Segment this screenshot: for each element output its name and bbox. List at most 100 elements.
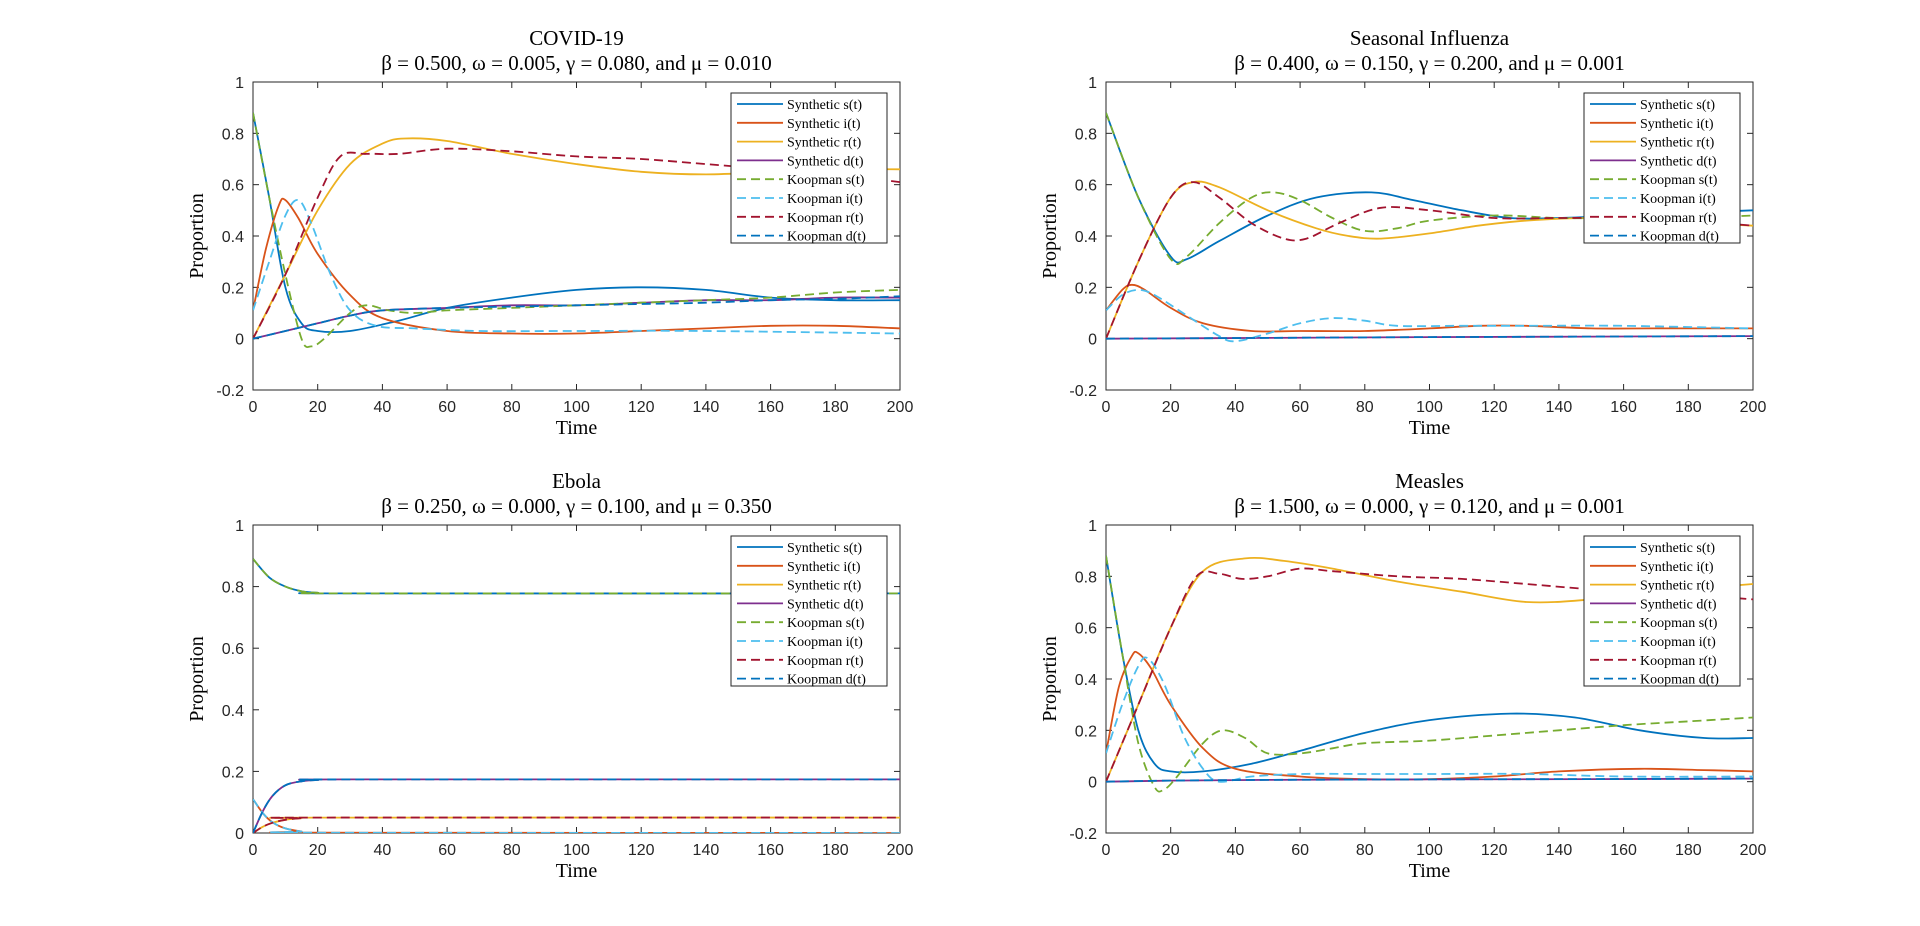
series-line-koopman-d-t [1106,777,1753,783]
series-line-koopman-i-t [253,798,900,833]
legend-label: Synthetic d(t) [787,597,864,612]
x-tick-label: 160 [1610,842,1637,859]
legend-label: Synthetic r(t) [787,136,862,151]
x-tick-label: 80 [1356,399,1374,416]
legend-label: Koopman i(t) [787,635,863,650]
x-tick-label: 140 [693,842,720,859]
x-axis-label: Time [1409,860,1451,882]
legend-box [1583,92,1741,244]
y-tick-label: 0.2 [1075,280,1097,297]
x-tick-label: 160 [1610,399,1637,416]
x-tick-label: 20 [309,399,327,416]
x-tick-label: 100 [563,842,590,859]
legend-label: Koopman s(t) [1640,616,1718,631]
chart-subtitle: β = 0.500, ω = 0.005, γ = 0.080, and μ =… [381,51,772,75]
x-tick-label: 80 [503,842,521,859]
legend-label: Synthetic s(t) [1640,541,1715,556]
x-tick-label: 120 [1481,842,1508,859]
x-tick-label: 120 [1481,399,1508,416]
series-line-synthetic-i-t [1106,283,1753,333]
legend-label: Synthetic i(t) [1640,117,1714,132]
legend-label: Koopman i(t) [1640,635,1716,650]
y-tick-label: 1 [235,518,244,535]
y-tick-label: 1 [1088,75,1097,92]
y-tick-label: 0.8 [1075,126,1097,143]
legend-label: Koopman s(t) [787,616,865,631]
x-tick-label: 200 [1740,399,1767,416]
x-tick-label: 200 [887,399,914,416]
y-axis-label: Proportion [186,636,208,722]
y-tick-label: 0.4 [222,229,244,246]
y-tick-label: -0.2 [216,383,244,400]
y-tick-label: -0.2 [1069,383,1097,400]
legend-label: Synthetic s(t) [1640,98,1715,113]
y-tick-label: 0.6 [1075,621,1097,638]
legend-box [730,535,888,687]
x-tick-label: 40 [1227,842,1245,859]
chart-title: COVID-19 [529,26,624,50]
y-tick-label: 0.6 [222,641,244,658]
y-tick-label: 0.2 [1075,723,1097,740]
legend-label: Koopman d(t) [1640,673,1719,688]
legend-label: Synthetic i(t) [787,117,861,132]
legend-label: Synthetic s(t) [787,541,862,556]
y-tick-label: 1 [1088,518,1097,535]
y-tick-label: 0.6 [1075,178,1097,195]
legend-label: Synthetic r(t) [1640,136,1715,151]
x-tick-label: 60 [1291,842,1309,859]
legend-label: Koopman d(t) [787,230,866,245]
legend-label: Koopman r(t) [787,654,864,669]
x-tick-label: 40 [1227,399,1245,416]
x-tick-label: 80 [1356,842,1374,859]
x-tick-label: 200 [887,842,914,859]
legend-label: Koopman s(t) [787,173,865,188]
x-tick-label: 120 [628,399,655,416]
y-tick-label: 1 [235,75,244,92]
x-tick-label: 180 [822,399,849,416]
x-axis-label: Time [1409,417,1451,439]
legend-label: Koopman r(t) [787,211,864,226]
x-tick-label: 0 [249,399,258,416]
y-axis-label: Proportion [186,193,208,279]
x-tick-label: 100 [1416,399,1443,416]
y-tick-label: 0.4 [222,703,244,720]
legend-label: Koopman r(t) [1640,654,1717,669]
x-tick-label: 180 [822,842,849,859]
legend-label: Synthetic r(t) [787,579,862,594]
x-tick-label: 160 [757,842,784,859]
x-tick-label: 40 [374,399,392,416]
series-line-koopman-d-t [253,295,900,340]
x-tick-label: 200 [1740,842,1767,859]
legend: Synthetic s(t) Synthetic i(t) Synthetic r(… [1583,535,1741,688]
legend-label: Koopman i(t) [1640,192,1716,207]
y-tick-label: 0.2 [222,764,244,781]
series-line-koopman-s-t [253,112,900,348]
y-tick-label: 0 [235,826,244,843]
legend-label: Synthetic d(t) [787,154,864,169]
series-line-koopman-d-t [1106,335,1753,340]
legend-label: Synthetic i(t) [1640,560,1714,575]
legend-label: Koopman r(t) [1640,211,1717,226]
chart-subtitle: β = 0.400, ω = 0.150, γ = 0.200, and μ =… [1234,51,1625,75]
legend-box [1583,535,1741,687]
y-tick-label: 0.2 [222,280,244,297]
y-tick-label: 0 [235,332,244,349]
x-tick-label: 60 [1291,399,1309,416]
series-line-koopman-d-t [253,778,900,833]
y-tick-label: -0.2 [1069,826,1097,843]
x-tick-label: 80 [503,399,521,416]
y-tick-label: 0.8 [222,126,244,143]
series-line-koopman-r-t [1106,181,1753,340]
x-tick-label: 20 [1162,842,1180,859]
legend-label: Koopman d(t) [787,673,866,688]
y-tick-label: 0 [1088,775,1097,792]
legend-box [730,92,888,244]
series-line-synthetic-s-t [1106,555,1753,774]
x-tick-label: 0 [1102,842,1111,859]
x-tick-label: 120 [628,842,655,859]
y-tick-label: 0.8 [1075,569,1097,586]
series-line-koopman-s-t [1106,555,1753,793]
x-axis-label: Time [556,417,598,439]
